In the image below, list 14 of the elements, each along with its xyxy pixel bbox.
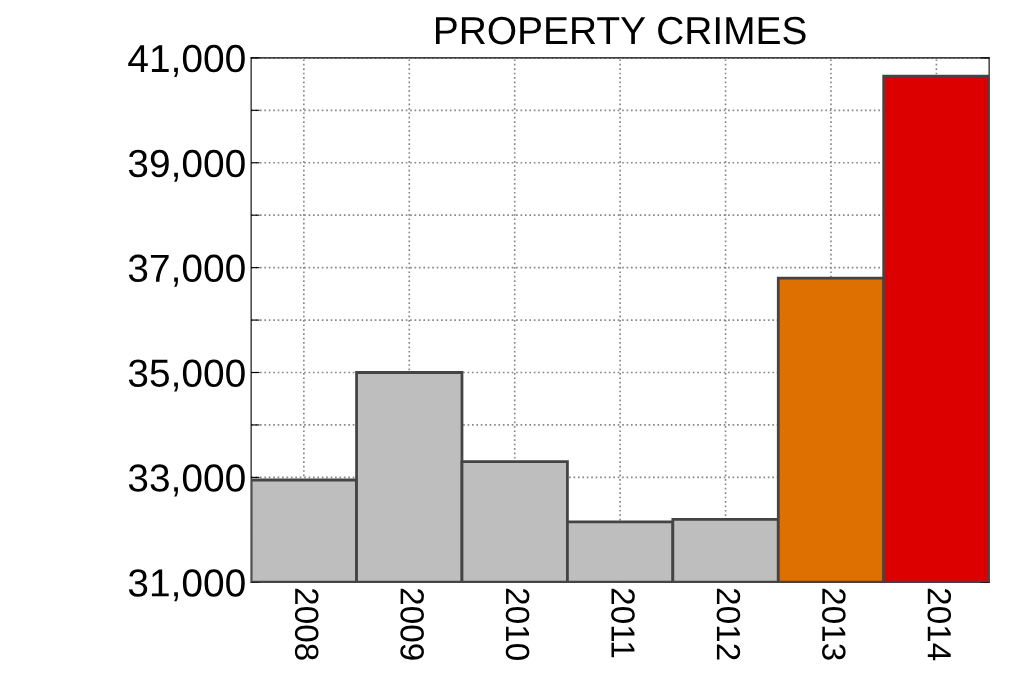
y-tick-label: 33,000 [128, 464, 245, 497]
chart-title: PROPERTY CRIMES [436, 16, 806, 45]
y-tick-label: 41,000 [128, 44, 245, 77]
x-tick-label: 2013 [822, 588, 846, 660]
x-tick-label: 2010 [505, 588, 530, 660]
x-tick-label: 2008 [294, 588, 319, 660]
x-tick-label: 2012 [716, 588, 741, 660]
y-tick-label: 37,000 [128, 254, 245, 287]
x-tick-label: 2014 [927, 588, 952, 661]
y-tick-label: 39,000 [128, 149, 245, 182]
y-tick-label: 35,000 [128, 359, 245, 392]
x-tick-label: 2009 [400, 588, 424, 660]
y-tick-label: 31,000 [128, 569, 245, 602]
x-tick-label: 2011 [611, 588, 635, 658]
